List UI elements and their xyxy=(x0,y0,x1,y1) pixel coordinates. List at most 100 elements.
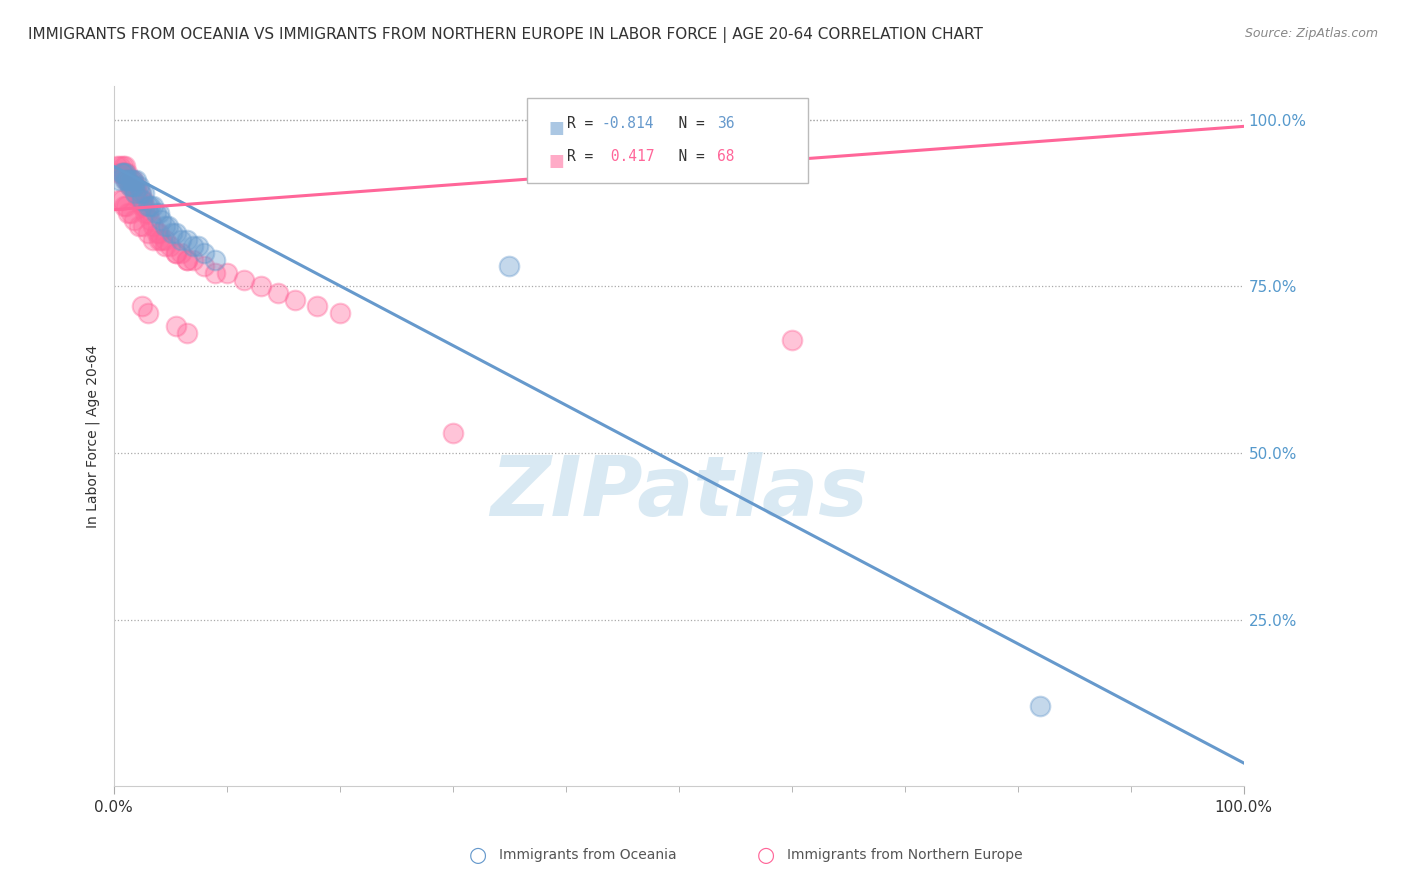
Point xyxy=(117,172,139,186)
Point xyxy=(153,233,176,247)
Text: IMMIGRANTS FROM OCEANIA VS IMMIGRANTS FROM NORTHERN EUROPE IN LABOR FORCE | AGE : IMMIGRANTS FROM OCEANIA VS IMMIGRANTS FR… xyxy=(28,27,983,43)
Point xyxy=(193,260,215,274)
Point xyxy=(108,166,131,180)
Point xyxy=(111,166,134,180)
Point xyxy=(132,219,155,234)
Point xyxy=(121,179,143,194)
Point xyxy=(165,226,187,240)
Point xyxy=(232,273,254,287)
Point xyxy=(150,233,173,247)
Point xyxy=(114,166,136,180)
Y-axis label: In Labor Force | Age 20-64: In Labor Force | Age 20-64 xyxy=(86,344,100,528)
Point xyxy=(204,266,226,280)
Point xyxy=(111,160,134,174)
Point xyxy=(142,233,165,247)
Point xyxy=(181,239,204,253)
Point xyxy=(165,246,187,260)
Text: ■: ■ xyxy=(548,119,564,136)
Point xyxy=(266,286,288,301)
Text: 36: 36 xyxy=(717,116,734,131)
Point xyxy=(112,166,135,180)
Point xyxy=(117,172,139,186)
Point xyxy=(131,193,153,207)
Point xyxy=(127,186,149,200)
Point xyxy=(187,239,209,253)
Point xyxy=(1029,699,1052,714)
Point xyxy=(283,293,305,307)
Point xyxy=(249,279,271,293)
Point xyxy=(145,226,167,240)
Point xyxy=(114,160,136,174)
Point xyxy=(148,233,170,247)
Point xyxy=(128,186,150,200)
Point xyxy=(498,260,520,274)
Text: ZIPatlas: ZIPatlas xyxy=(489,452,868,533)
Point xyxy=(128,179,150,194)
Point xyxy=(118,179,141,194)
Point xyxy=(170,246,193,260)
Point xyxy=(108,172,131,186)
Point xyxy=(156,219,179,234)
Point xyxy=(120,172,142,186)
Point xyxy=(134,186,156,200)
Point xyxy=(139,212,162,227)
Text: ■: ■ xyxy=(548,152,564,169)
Text: N =: N = xyxy=(661,149,713,164)
Point xyxy=(139,199,162,213)
Point xyxy=(215,266,238,280)
Point xyxy=(136,306,159,320)
Point xyxy=(307,299,329,313)
Point xyxy=(153,219,176,234)
Point xyxy=(128,193,150,207)
Point xyxy=(148,206,170,220)
Point xyxy=(153,239,176,253)
Text: R =: R = xyxy=(567,149,602,164)
Point xyxy=(122,172,145,186)
Text: ○: ○ xyxy=(758,845,775,864)
Point xyxy=(128,219,150,234)
Point xyxy=(142,219,165,234)
Point xyxy=(441,425,464,440)
Point xyxy=(134,206,156,220)
Text: R =: R = xyxy=(567,116,602,131)
Point xyxy=(170,233,193,247)
Point xyxy=(176,326,198,340)
Point xyxy=(112,199,135,213)
Point xyxy=(148,226,170,240)
Point xyxy=(132,193,155,207)
Point xyxy=(142,199,165,213)
Point xyxy=(136,206,159,220)
Text: N =: N = xyxy=(661,116,713,131)
Point xyxy=(176,252,198,267)
Point xyxy=(131,299,153,313)
Point xyxy=(110,193,132,207)
Point xyxy=(121,179,143,194)
Point xyxy=(120,206,142,220)
Point xyxy=(122,179,145,194)
Point xyxy=(118,179,141,194)
Point xyxy=(780,333,803,347)
Point xyxy=(117,206,139,220)
Point xyxy=(181,252,204,267)
Point xyxy=(115,199,138,213)
Point xyxy=(129,193,152,207)
Point xyxy=(145,206,167,220)
Text: -0.814: -0.814 xyxy=(602,116,654,131)
Point xyxy=(124,186,146,200)
Text: Immigrants from Oceania: Immigrants from Oceania xyxy=(499,847,676,862)
Point xyxy=(108,193,131,207)
Point xyxy=(120,172,142,186)
Point xyxy=(105,160,128,174)
Point xyxy=(114,172,136,186)
Point xyxy=(110,160,132,174)
Point xyxy=(110,166,132,180)
Point xyxy=(165,246,187,260)
Point xyxy=(122,179,145,194)
Text: Immigrants from Northern Europe: Immigrants from Northern Europe xyxy=(787,847,1024,862)
Point xyxy=(110,166,132,180)
Point xyxy=(125,172,148,186)
Point xyxy=(159,239,181,253)
Point xyxy=(115,172,138,186)
Point xyxy=(162,226,184,240)
Text: 0.417: 0.417 xyxy=(602,149,654,164)
